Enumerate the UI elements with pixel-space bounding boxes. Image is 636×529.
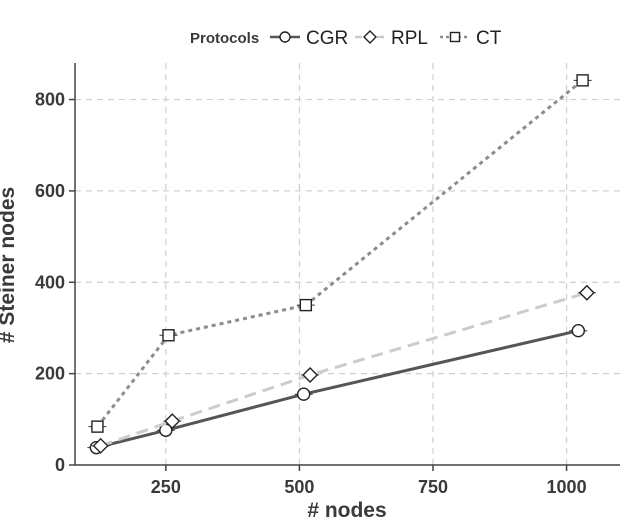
x-tick-label: 1000 (547, 477, 587, 497)
x-tick-label: 750 (418, 477, 448, 497)
legend-label-cgr: CGR (306, 28, 348, 49)
data-point-ct (91, 420, 104, 433)
y-tick-label: 0 (55, 455, 65, 475)
x-tick-label: 500 (284, 477, 314, 497)
data-point-cgr (571, 323, 586, 338)
data-point-rpl (164, 413, 181, 430)
data-point-rpl (92, 437, 109, 454)
series-layer (87, 74, 596, 455)
x-axis-title: # nodes (307, 499, 386, 522)
legend-title: Protocols (190, 30, 259, 47)
y-tick-label: 200 (35, 364, 65, 384)
series-line-ct (96, 79, 584, 428)
data-point-cgr (296, 387, 311, 401)
data-point-ct (449, 31, 461, 43)
y-tick-label: 600 (35, 181, 65, 201)
legend-label-rpl: RPL (391, 28, 428, 49)
y-axis-title: # Steiner nodes (0, 187, 19, 343)
data-point-rpl (578, 284, 595, 301)
data-point-rpl (302, 367, 319, 383)
x-tick-label: 250 (151, 477, 181, 497)
grid (75, 63, 620, 466)
series-line-cgr (96, 329, 579, 450)
legend-label-ct: CT (476, 28, 502, 49)
data-point-cgr (279, 31, 291, 43)
series-line-rpl (100, 291, 588, 448)
axes: 250 500 750 1000 0 200 400 600 800 (35, 63, 620, 497)
y-tick-label: 400 (35, 272, 65, 292)
data-point-ct (162, 329, 175, 342)
data-point-rpl (363, 30, 377, 44)
legend: Protocols CGR RPL CT (190, 28, 502, 49)
data-point-ct (576, 74, 589, 87)
data-point-ct (299, 298, 313, 312)
y-tick-label: 800 (35, 90, 65, 110)
